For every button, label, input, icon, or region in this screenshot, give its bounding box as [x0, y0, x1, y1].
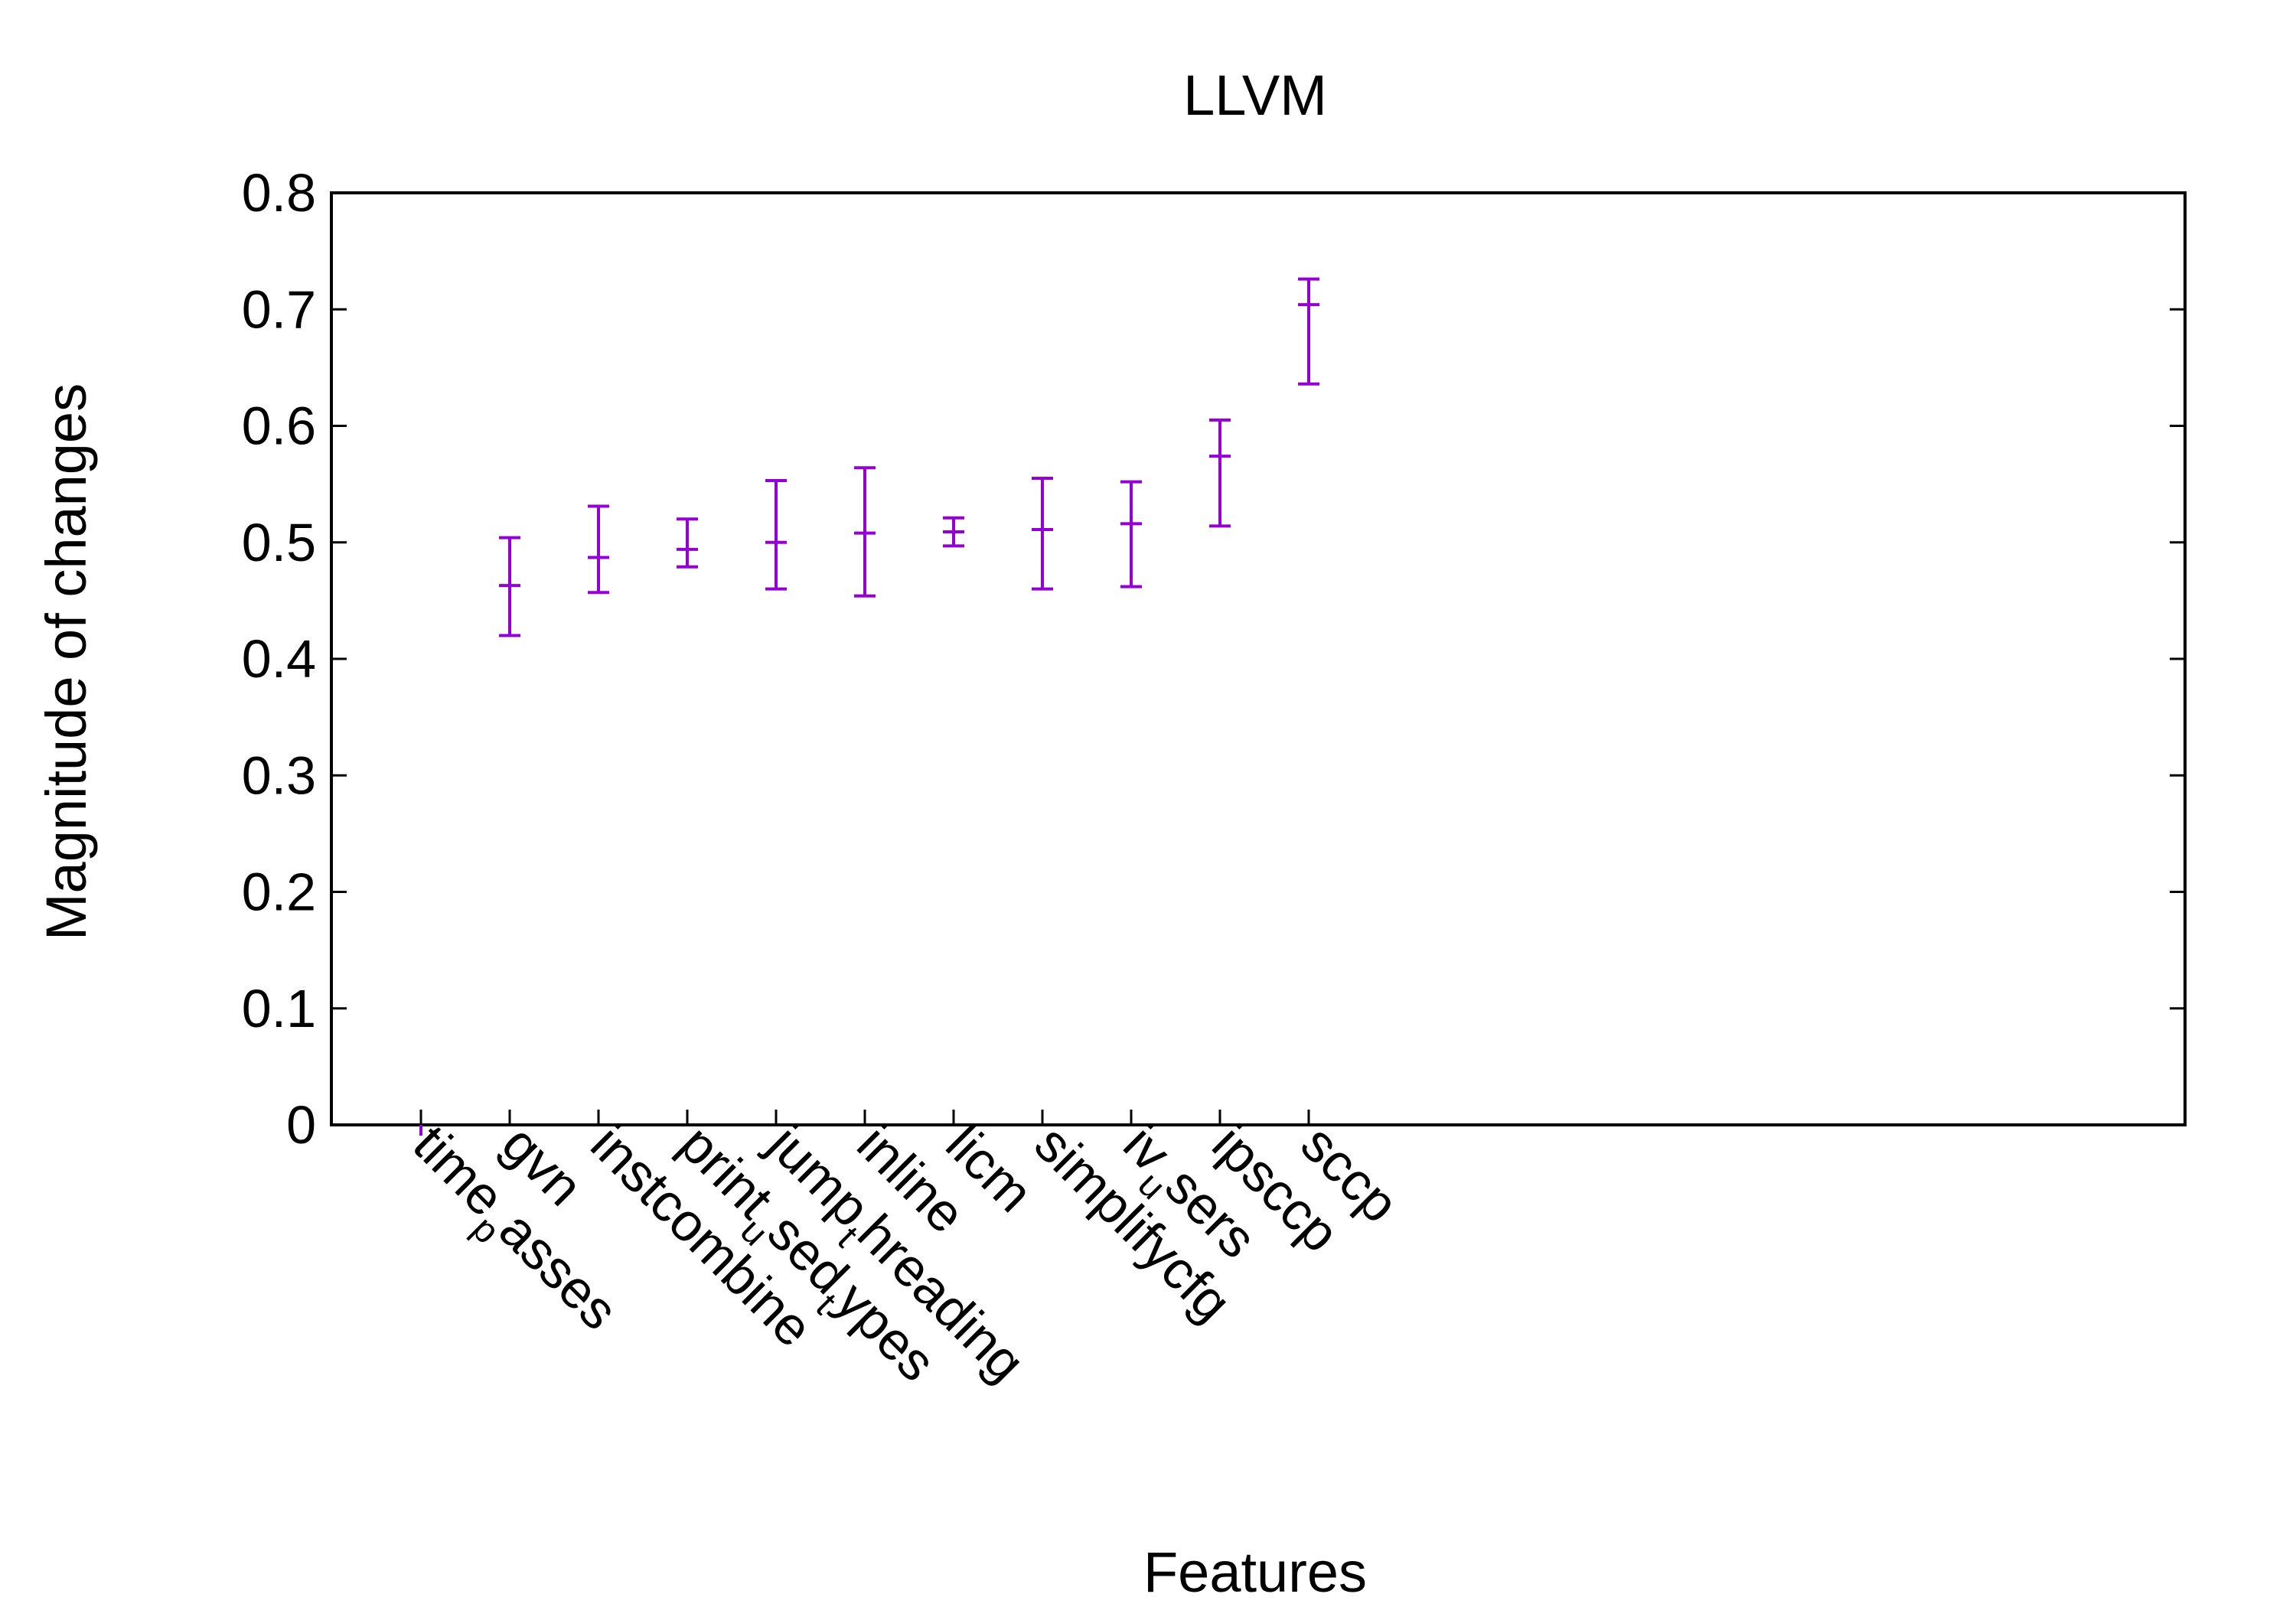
error-bar-gvn: [499, 536, 520, 637]
error-bar-instcombine: [588, 504, 609, 595]
error-bar-iv_users: [1120, 480, 1142, 588]
error-bar-jump_threading: [765, 479, 787, 591]
x-tick-label-1: gvn: [491, 1113, 594, 1217]
error-bar-sccp: [1298, 277, 1319, 386]
y-tick-label-6: 0.6: [242, 396, 316, 456]
x-axis-label: Features: [1143, 1540, 1367, 1604]
error-bar-simplifycfg: [1032, 477, 1053, 591]
plot-area-frame: [330, 191, 2187, 1126]
chart-title: LLVM: [1183, 64, 1327, 127]
y-tick-label-7: 0.7: [242, 279, 316, 339]
error-bar-licm: [943, 516, 964, 548]
y-tick-label-4: 0.4: [242, 629, 316, 689]
y-tick-label-3: 0.3: [242, 745, 316, 805]
error-bar-print_used_types: [677, 517, 698, 569]
y-axis: 0 0.1 0.2 0.3 0.4 0.5 0.6 0.7 0.8: [242, 163, 2185, 1155]
y-axis-label: Magnitude of changes: [34, 383, 98, 940]
error-bars: [419, 277, 1319, 1136]
error-bar-ipsccp: [1209, 418, 1231, 528]
y-tick-label-8: 0.8: [242, 163, 316, 223]
y-tick-label-1: 0.1: [242, 979, 316, 1038]
x-axis: timepassesgvninstcombineprintusedtypesju…: [402, 1110, 1410, 1393]
error-bar-inline: [854, 466, 876, 598]
y-tick-label-0: 0: [286, 1095, 316, 1155]
y-tick-label-2: 0.2: [242, 862, 316, 922]
y-tick-label-5: 0.5: [242, 513, 316, 572]
